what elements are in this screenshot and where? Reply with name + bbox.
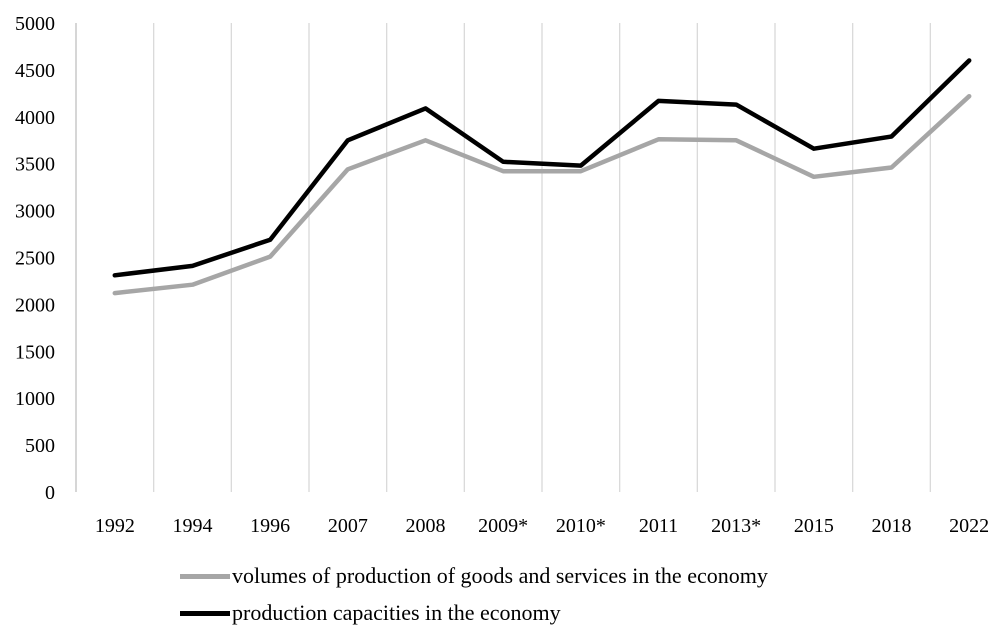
x-tick-label: 2011 (639, 515, 678, 537)
x-tick-label: 2008 (406, 515, 446, 537)
y-tick-label: 0 (45, 482, 55, 504)
legend-swatch-capacities (180, 610, 230, 616)
x-tick-label: 1994 (173, 515, 213, 537)
legend-item-capacities: production capacities in the economy (180, 600, 561, 626)
series-line-capacities (112, 58, 972, 278)
y-tick-label: 1000 (15, 388, 55, 410)
x-tick-label: 2018 (872, 515, 912, 537)
y-tick-label: 1500 (15, 341, 55, 363)
series-lines (112, 58, 972, 296)
legend-swatch-volumes (180, 573, 230, 579)
x-tick-label: 2007 (328, 515, 368, 537)
x-tick-label: 2010* (556, 515, 606, 537)
y-tick-label: 3500 (15, 154, 55, 176)
x-tick-label: 2022 (949, 515, 989, 537)
legend-label-capacities: production capacities in the economy (232, 600, 561, 625)
y-tick-label: 2000 (15, 294, 55, 316)
y-tick-label: 3000 (15, 201, 55, 223)
y-tick-label: 2500 (15, 248, 55, 270)
legend-label-volumes: volumes of production of goods and servi… (232, 563, 768, 588)
x-tick-label: 1992 (95, 515, 135, 537)
x-axis: 1992 1994 1996 2007 2008 2009* 2010* 2011 2013* 2… (95, 515, 989, 537)
y-tick-label: 500 (25, 435, 55, 457)
legend-item-volumes: volumes of production of goods and servi… (180, 563, 768, 589)
series-line-volumes (112, 93, 972, 296)
x-tick-label: 2009* (478, 515, 528, 537)
x-tick-label: 2013* (711, 515, 761, 537)
x-tick-label: 1996 (250, 515, 290, 537)
y-tick-label: 4000 (15, 107, 55, 129)
y-axis: 0 500 1000 1500 2000 2500 3000 3500 4000 4500 5000 (15, 13, 55, 504)
x-tick-label: 2015 (794, 515, 834, 537)
y-tick-label: 4500 (15, 60, 55, 82)
y-tick-label: 5000 (15, 13, 55, 35)
